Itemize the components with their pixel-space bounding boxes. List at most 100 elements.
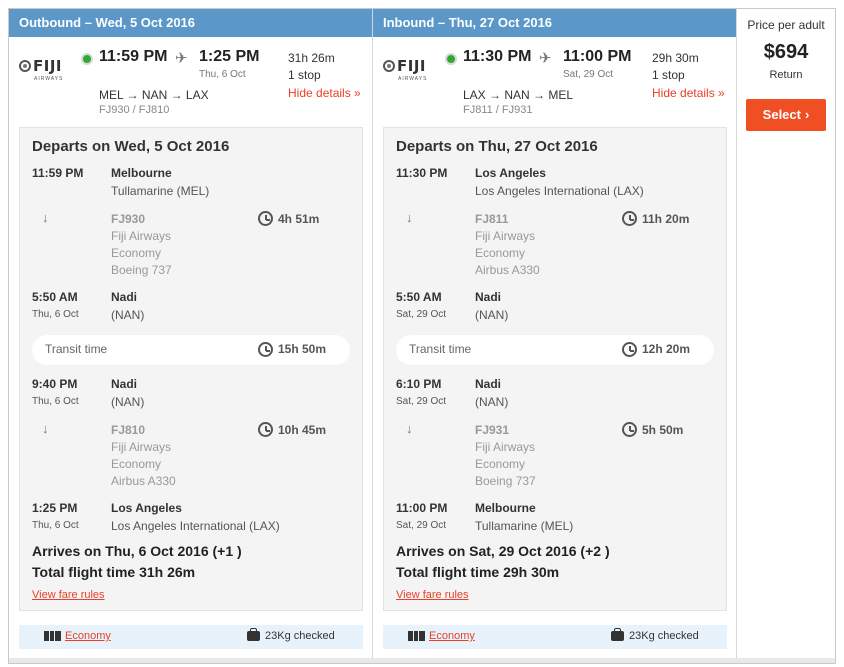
plane-icon: ✈ bbox=[175, 50, 188, 67]
trip-duration: 31h 26m bbox=[288, 51, 335, 65]
flight-numbers: FJ811 / FJ931 bbox=[463, 104, 533, 116]
price-column: Price per adult $694 Return Select › bbox=[737, 9, 835, 659]
stops-count: 1 stop bbox=[652, 68, 685, 82]
logo-text: FIJI bbox=[397, 57, 426, 75]
transit-time-pill: Transit time 12h 20m bbox=[396, 335, 714, 365]
green-dot-icon bbox=[81, 53, 93, 65]
inbound-leg: Inbound – Thu, 27 Oct 2016 FIJI AIRWAYS … bbox=[373, 9, 737, 659]
view-fare-rules-link[interactable]: View fare rules bbox=[32, 589, 105, 601]
segment-duration: 10h 45m bbox=[278, 423, 327, 437]
segment-airline: Fiji Airways bbox=[475, 440, 536, 454]
stop-date: Thu, 6 Oct bbox=[32, 396, 79, 407]
bottom-strip bbox=[9, 658, 835, 663]
transit-duration: 12h 20m bbox=[642, 342, 691, 356]
flight-numbers: FJ930 / FJ810 bbox=[99, 104, 170, 116]
segment-aircraft: Boeing 737 bbox=[475, 474, 536, 488]
segment-airline: Fiji Airways bbox=[111, 440, 172, 454]
plane-icon: ✈ bbox=[539, 50, 552, 67]
segment-cabin: Economy bbox=[475, 457, 526, 471]
down-arrow-icon: ↓ bbox=[406, 210, 413, 225]
stop-city: Melbourne bbox=[111, 166, 172, 180]
clock-icon bbox=[622, 342, 637, 357]
outbound-header: Outbound – Wed, 5 Oct 2016 bbox=[9, 9, 372, 37]
clock-icon bbox=[622, 211, 637, 226]
total-flight-time: Total flight time 29h 30m bbox=[396, 564, 560, 580]
stop-date: Sat, 29 Oct bbox=[396, 520, 447, 531]
inbound-summary: FIJI AIRWAYS 11:30 PM ✈ 11:00 PM Sat, 29… bbox=[373, 37, 736, 127]
departure-time: 11:59 PM bbox=[99, 48, 168, 65]
logo-subtext: AIRWAYS bbox=[34, 76, 64, 82]
stop-date: Thu, 6 Oct bbox=[32, 309, 79, 320]
transit-time-pill: Transit time 15h 50m bbox=[32, 335, 350, 365]
total-flight-time: Total flight time 31h 26m bbox=[32, 564, 196, 580]
stop-city: Melbourne bbox=[475, 501, 536, 515]
arrival-time: 1:25 PM bbox=[199, 48, 260, 65]
stop-city: Nadi bbox=[111, 377, 138, 391]
stop-date: Thu, 6 Oct bbox=[32, 520, 79, 531]
stop-airport: (NAN) bbox=[475, 395, 509, 409]
chevron-right-icon: › bbox=[804, 107, 810, 122]
stop-airport: Los Angeles International (LAX) bbox=[111, 519, 280, 533]
select-button-label: Select bbox=[762, 107, 801, 122]
green-dot-icon bbox=[445, 53, 457, 65]
down-arrow-icon: ↓ bbox=[406, 421, 413, 436]
fiji-airways-logo: FIJI AIRWAYS bbox=[19, 57, 69, 85]
flight-result-card: Outbound – Wed, 5 Oct 2016 FIJI AIRWAYS … bbox=[8, 8, 836, 664]
inbound-details-panel: Departs on Thu, 27 Oct 2016 11:30 PM Los… bbox=[383, 127, 727, 611]
clock-icon bbox=[622, 422, 637, 437]
stop-time: 6:10 PM bbox=[396, 377, 442, 391]
arrival-time: 11:00 PM bbox=[563, 48, 632, 65]
transit-label: Transit time bbox=[409, 342, 472, 356]
logo-text: FIJI bbox=[33, 57, 62, 75]
logo-mark-icon bbox=[383, 60, 395, 72]
arrival-date: Thu, 6 Oct bbox=[199, 69, 246, 80]
clock-icon bbox=[258, 422, 273, 437]
price-label: Price per adult bbox=[747, 18, 825, 32]
segment-cabin: Economy bbox=[111, 246, 162, 260]
logo-subtext: AIRWAYS bbox=[398, 76, 428, 82]
stop-city: Los Angeles bbox=[111, 501, 182, 515]
stop-airport: (NAN) bbox=[475, 308, 509, 322]
outbound-details-panel: Departs on Wed, 5 Oct 2016 11:59 PM Melb… bbox=[19, 127, 363, 611]
hide-details-link[interactable]: Hide details » bbox=[652, 86, 725, 100]
stops-count: 1 stop bbox=[288, 68, 321, 82]
segment-airline: Fiji Airways bbox=[111, 229, 172, 243]
stop-city: Nadi bbox=[111, 290, 138, 304]
trip-duration: 29h 30m bbox=[652, 51, 699, 65]
departure-time: 11:30 PM bbox=[463, 48, 532, 65]
segment-aircraft: Airbus A330 bbox=[475, 263, 540, 277]
segment-duration: 11h 20m bbox=[642, 212, 690, 226]
baggage-allowance: 23Kg checked bbox=[629, 630, 699, 642]
clock-icon bbox=[258, 211, 273, 226]
stop-time: 11:30 PM bbox=[396, 166, 448, 180]
stop-city: Los Angeles bbox=[475, 166, 546, 180]
segment-aircraft: Airbus A330 bbox=[111, 474, 176, 488]
segment-flight-number: FJ811 bbox=[475, 212, 509, 226]
select-button[interactable]: Select › bbox=[746, 99, 826, 131]
fiji-airways-logo: FIJI AIRWAYS bbox=[383, 57, 433, 85]
segment-duration: 5h 50m bbox=[642, 423, 684, 437]
cabin-class-link[interactable]: Economy bbox=[429, 630, 475, 642]
logo-mark-icon bbox=[19, 60, 31, 72]
transit-duration: 15h 50m bbox=[278, 342, 327, 356]
arrives-summary: Arrives on Sat, 29 Oct 2016 (+2 ) bbox=[396, 543, 610, 559]
hide-details-link[interactable]: Hide details » bbox=[288, 86, 361, 100]
seat-icon bbox=[44, 631, 61, 641]
stop-time: 1:25 PM bbox=[32, 501, 78, 515]
down-arrow-icon: ↓ bbox=[42, 210, 49, 225]
stop-airport: Tullamarine (MEL) bbox=[475, 519, 574, 533]
stop-time: 11:59 PM bbox=[32, 166, 84, 180]
stop-time: 5:50 AM bbox=[32, 290, 78, 304]
stop-time: 9:40 PM bbox=[32, 377, 78, 391]
view-fare-rules-link[interactable]: View fare rules bbox=[396, 589, 469, 601]
stop-city: Nadi bbox=[475, 377, 502, 391]
route: MEL → NAN → LAX bbox=[99, 88, 209, 102]
stop-time: 11:00 PM bbox=[396, 501, 448, 515]
outbound-footer: Economy 23Kg checked bbox=[19, 625, 363, 649]
stop-time: 5:50 AM bbox=[396, 290, 442, 304]
stop-city: Nadi bbox=[475, 290, 502, 304]
price-value: $694 bbox=[763, 41, 809, 63]
inbound-footer: Economy 23Kg checked bbox=[383, 625, 727, 649]
cabin-class-link[interactable]: Economy bbox=[65, 630, 111, 642]
outbound-leg: Outbound – Wed, 5 Oct 2016 FIJI AIRWAYS … bbox=[9, 9, 373, 659]
